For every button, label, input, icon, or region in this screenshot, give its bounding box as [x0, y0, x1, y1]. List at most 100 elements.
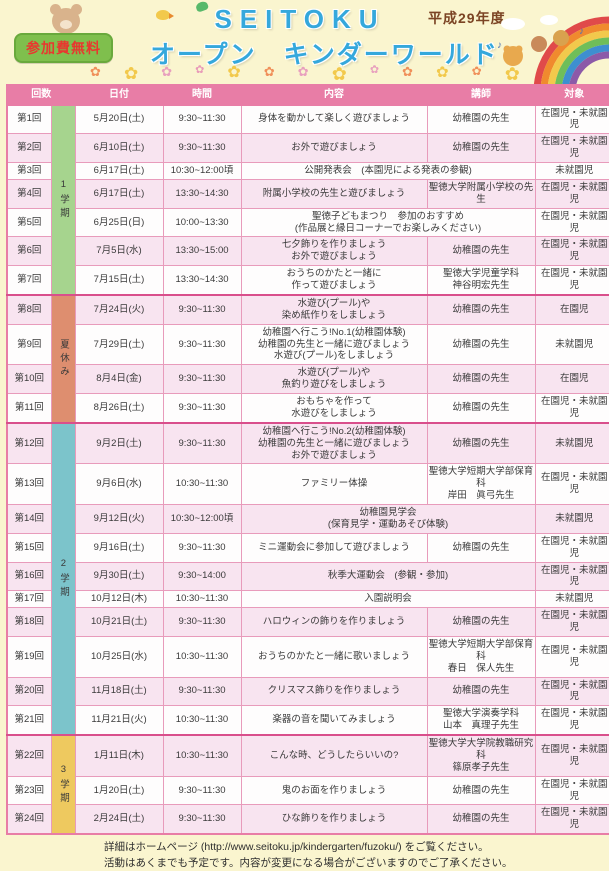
content-cell: おうちのかたと一緒に 作って遊びましょう: [240, 265, 428, 296]
target-cell: 未就園児: [534, 590, 609, 609]
term-label: 夏休み: [50, 293, 76, 424]
session-number: 第12回: [6, 421, 52, 465]
bird-icon: [156, 10, 174, 20]
session-number: 第8回: [6, 293, 52, 325]
instructor-cell: 幼稚園の先生: [426, 392, 536, 424]
table-row: 第8回 夏休み 7月24日(火) 9:30~11:30 水遊び(プール)や 染め紙作りをし…: [6, 293, 609, 424]
instructor-cell: 幼稚園の先生: [426, 364, 536, 394]
table-row: 第2回 6月10日(土) 9:30~11:30 お外で遊びましょう 幼稚園の先生 在園児・…: [6, 133, 609, 163]
date-cell: 7月15日(土): [74, 265, 164, 296]
table-row: 第11回 8月26日(土) 9:30~11:30 おもちゃを作って 水遊びをしましょう幼…: [6, 392, 609, 424]
date-cell: 11月18日(土): [74, 676, 164, 707]
date-cell: 7月29日(土): [74, 323, 164, 366]
table-row: 第18回 10月21日(土) 9:30~11:30 ハロウィンの飾りを作りましょう 幼稚…: [6, 607, 609, 637]
date-cell: 10月21日(土): [74, 607, 164, 637]
time-cell: 9:30~11:30: [162, 532, 242, 563]
notes: 詳細はホームページ (http://www.seitoku.jp/kinderg…: [0, 835, 609, 871]
table-row: 第17回 10月12日(木) 10:30~11:30 入園説明会 未就園児: [6, 590, 609, 609]
title-block: SEITOKU オープン キンダーワールド: [150, 4, 499, 71]
target-cell: 未就園児: [534, 162, 609, 180]
session-number: 第7回: [6, 265, 52, 296]
content-cell: おうちのかたと一緒に歌いましょう: [240, 635, 428, 678]
target-cell: 在園児・未就園児: [534, 705, 609, 736]
target-cell: 在園児・未就園児: [534, 236, 609, 267]
content-cell: 幼稚園見学会 (保育見学・運動あそび体験): [240, 504, 536, 534]
table-row: 第6回 7月5日(水) 13:30~15:00 七夕飾りを作りましょう お外で遊びましょ…: [6, 236, 609, 267]
schedule-table-wrap: 回数 日付 時間 内容 講師 対象 第1回 1学期 5月20日(土) 9:30~11:…: [0, 84, 609, 836]
session-number: 第18回: [6, 607, 52, 637]
date-cell: 9月12日(火): [74, 504, 164, 534]
note-schedule-change: 活動はあくまでも予定です。内容が変更になる場合がございますのでご了承ください。: [104, 856, 513, 869]
content-cell: ハロウィンの飾りを作りましょう: [240, 607, 428, 637]
session-number: 第24回: [6, 804, 52, 835]
target-cell: 在園児: [534, 293, 609, 325]
table-row: 第19回 10月25日(水) 10:30~11:30 おうちのかたと一緒に歌いましょう…: [6, 635, 609, 678]
content-cell: 水遊び(プール)や 染め紙作りをしましょう: [240, 293, 428, 325]
session-number: 第20回: [6, 676, 52, 707]
target-cell: 在園児・未就園児: [534, 178, 609, 209]
content-cell: 身体を動かして楽しく遊びましょう: [240, 104, 428, 135]
content-cell: 公開発表会 (本園児による発表の参観): [240, 162, 536, 180]
time-cell: 10:00~13:30: [162, 207, 242, 238]
instructor-cell: 幼稚園の先生: [426, 532, 536, 563]
date-cell: 10月25日(水): [74, 635, 164, 678]
svg-text:♪: ♪: [579, 26, 584, 37]
target-cell: 在園児・未就園児: [534, 207, 609, 238]
session-number: 第10回: [6, 364, 52, 394]
target-cell: 在園児: [534, 364, 609, 394]
time-cell: 9:30~11:30: [162, 364, 242, 394]
date-cell: 9月2日(土): [74, 421, 164, 465]
time-cell: 9:30~11:30: [162, 676, 242, 707]
time-cell: 13:30~15:00: [162, 236, 242, 267]
schedule-body: 第1回 1学期 5月20日(土) 9:30~11:30 身体を動かして楽しく遊びましょう…: [6, 104, 609, 835]
target-cell: 在園児・未就園児: [534, 532, 609, 563]
instructor-cell: 聖徳大学短期大学部保育科 岸田 眞弓先生: [426, 463, 536, 505]
time-cell: 9:30~11:30: [162, 775, 242, 806]
target-cell: 在園児・未就園児: [534, 733, 609, 777]
date-cell: 6月10日(土): [74, 133, 164, 163]
table-row: 第4回 6月17日(土) 13:30~14:30 附属小学校の先生と遊びましょう 聖徳大…: [6, 178, 609, 209]
instructor-cell: 幼稚園の先生: [426, 133, 536, 163]
header-target: 対象: [534, 84, 609, 106]
header-content: 内容: [240, 84, 428, 106]
header-time: 時間: [162, 84, 242, 106]
content-cell: おもちゃを作って 水遊びをしましょう: [240, 392, 428, 424]
date-cell: 1月20日(土): [74, 775, 164, 806]
table-row: 第14回 9月12日(火) 10:30~12:00頃 幼稚園見学会 (保育見学・運動あそ…: [6, 504, 609, 534]
table-row: 第5回 6月25日(日) 10:00~13:30 聖徳子どもまつり 参加のおすすめ (作…: [6, 207, 609, 238]
instructor-cell: 幼稚園の先生: [426, 804, 536, 835]
instructor-cell: 聖徳大学附属小学校の先生: [426, 178, 536, 209]
session-number: 第19回: [6, 635, 52, 678]
table-row: 第7回 7月15日(土) 13:30~14:30 おうちのかたと一緒に 作って遊びましょ…: [6, 265, 609, 296]
header-instructor: 講師: [426, 84, 536, 106]
table-row: 第24回 2月24日(土) 9:30~11:30 ひな飾りを作りましょう 幼稚園の先生在…: [6, 804, 609, 835]
session-number: 第22回: [6, 733, 52, 777]
content-cell: ひな飾りを作りましょう: [240, 804, 428, 835]
time-cell: 9:30~11:30: [162, 104, 242, 135]
session-number: 第15回: [6, 532, 52, 563]
time-cell: 9:30~11:30: [162, 392, 242, 424]
time-cell: 13:30~14:30: [162, 178, 242, 209]
instructor-cell: 幼稚園の先生: [426, 421, 536, 465]
instructor-cell: 聖徳大学短期大学部保育科 春日 保人先生: [426, 635, 536, 678]
time-cell: 9:30~11:30: [162, 293, 242, 325]
target-cell: 在園児・未就園児: [534, 561, 609, 592]
time-cell: 10:30~12:00頃: [162, 162, 242, 180]
date-cell: 7月5日(水): [74, 236, 164, 267]
title-open-kinder-world: オープン キンダーワールド: [150, 41, 499, 69]
date-cell: 6月17日(土): [74, 162, 164, 180]
content-cell: 幼稚園へ行こう!No.2(幼稚園体験) 幼稚園の先生と一緒に遊びましょう お外で遊び…: [240, 421, 428, 465]
date-cell: 6月25日(日): [74, 207, 164, 238]
session-number: 第1回: [6, 104, 52, 135]
target-cell: 未就園児: [534, 323, 609, 366]
time-cell: 13:30~14:30: [162, 265, 242, 296]
session-number: 第9回: [6, 323, 52, 366]
time-cell: 10:30~11:30: [162, 705, 242, 736]
target-cell: 在園児・未就園児: [534, 133, 609, 163]
time-cell: 10:30~12:00頃: [162, 504, 242, 534]
content-cell: 秋季大運動会 (参観・参加): [240, 561, 536, 592]
instructor-cell: 幼稚園の先生: [426, 323, 536, 366]
date-cell: 5月20日(土): [74, 104, 164, 135]
session-number: 第4回: [6, 178, 52, 209]
content-cell: お外で遊びましょう: [240, 133, 428, 163]
